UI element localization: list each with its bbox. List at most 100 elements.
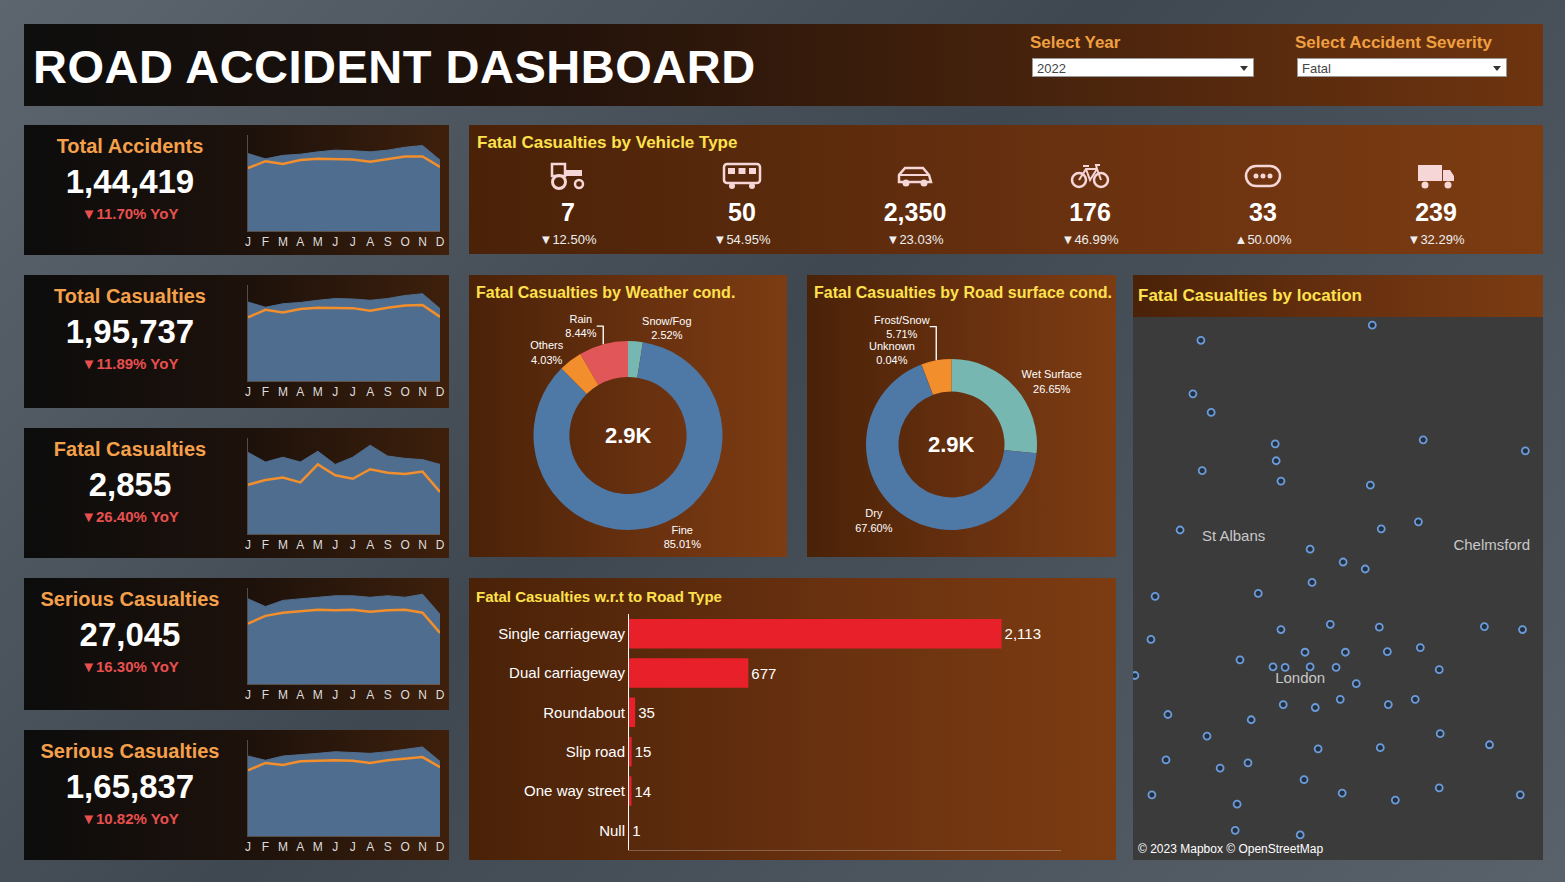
- svg-text:M: M: [278, 538, 288, 552]
- svg-text:M: M: [313, 385, 323, 399]
- svg-text:N: N: [418, 385, 427, 399]
- svg-text:S: S: [384, 235, 392, 249]
- html-text:239: 239: [1415, 198, 1457, 226]
- svg-text:Wet Surface26.65%: Wet Surface26.65%: [1022, 368, 1082, 394]
- svg-text:O: O: [400, 688, 409, 702]
- svg-text:A: A: [296, 840, 304, 854]
- svg-text:F: F: [262, 840, 269, 854]
- svg-text:Others4.03%: Others4.03%: [530, 339, 564, 365]
- html-text:50: 50: [728, 198, 756, 226]
- html-text:2,350: 2,350: [883, 198, 947, 226]
- svg-text:Single carriageway: Single carriageway: [498, 625, 625, 642]
- svg-text:S: S: [384, 385, 392, 399]
- svg-text:2.9K: 2.9K: [928, 432, 975, 457]
- svg-text:A: A: [366, 235, 374, 249]
- svg-text:N: N: [418, 538, 427, 552]
- html-text:Total Accidents: Total Accidents: [56, 135, 204, 157]
- svg-text:D: D: [436, 538, 445, 552]
- html-text:176: 176: [1069, 198, 1111, 226]
- html-text:1,44,419: 1,44,419: [65, 163, 195, 200]
- svg-text:14: 14: [634, 783, 651, 800]
- svg-text:D: D: [436, 840, 445, 854]
- html-text:1,65,837: 1,65,837: [65, 768, 195, 805]
- svg-text:J: J: [332, 385, 338, 399]
- svg-text:D: D: [436, 385, 445, 399]
- html-text:Serious Casualties: Serious Casualties: [40, 588, 220, 610]
- svg-text:J: J: [332, 235, 338, 249]
- svg-text:M: M: [278, 235, 288, 249]
- svg-text:F: F: [262, 538, 269, 552]
- svg-text:A: A: [296, 538, 304, 552]
- svg-text:London: London: [1275, 669, 1325, 686]
- svg-text:M: M: [278, 385, 288, 399]
- svg-text:One way street: One way street: [524, 782, 626, 799]
- svg-text:A: A: [296, 688, 304, 702]
- svg-text:M: M: [278, 688, 288, 702]
- svg-text:J: J: [245, 840, 251, 854]
- svg-text:N: N: [418, 235, 427, 249]
- svg-text:A: A: [366, 840, 374, 854]
- svg-text:D: D: [436, 235, 445, 249]
- svg-text:1: 1: [632, 822, 640, 839]
- svg-text:A: A: [296, 235, 304, 249]
- svg-text:A: A: [366, 385, 374, 399]
- svg-text:M: M: [313, 840, 323, 854]
- svg-text:J: J: [350, 538, 356, 552]
- svg-text:F: F: [262, 688, 269, 702]
- svg-text:O: O: [400, 235, 409, 249]
- html-text:2,855: 2,855: [88, 466, 172, 503]
- svg-text:J: J: [350, 688, 356, 702]
- svg-text:M: M: [278, 840, 288, 854]
- svg-text:Slip road: Slip road: [566, 743, 625, 760]
- svg-text:M: M: [313, 538, 323, 552]
- svg-text:Rain8.44%: Rain8.44%: [565, 313, 596, 339]
- svg-text:35: 35: [638, 704, 655, 721]
- svg-text:Frost/Snow5.71%: Frost/Snow5.71%: [874, 314, 930, 340]
- svg-text:Null: Null: [599, 822, 625, 839]
- svg-text:S: S: [384, 688, 392, 702]
- svg-text:S: S: [384, 538, 392, 552]
- html-text:Fatal Casualties: Fatal Casualties: [53, 438, 207, 460]
- svg-text:M: M: [313, 688, 323, 702]
- svg-text:N: N: [418, 840, 427, 854]
- svg-text:Dual carriageway: Dual carriageway: [509, 664, 625, 681]
- svg-text:Dry67.60%: Dry67.60%: [855, 507, 893, 533]
- html-text:1,95,737: 1,95,737: [65, 313, 195, 350]
- svg-text:M: M: [313, 235, 323, 249]
- svg-text:Chelmsford: Chelmsford: [1453, 536, 1530, 553]
- html-text:27,045: 27,045: [79, 616, 181, 653]
- svg-text:J: J: [350, 840, 356, 854]
- svg-text:A: A: [366, 538, 374, 552]
- svg-text:D: D: [436, 688, 445, 702]
- svg-text:Roundabout: Roundabout: [543, 704, 626, 721]
- svg-text:Snow/Fog2.52%: Snow/Fog2.52%: [642, 315, 692, 341]
- svg-text:2.9K: 2.9K: [605, 423, 652, 448]
- svg-text:A: A: [296, 385, 304, 399]
- svg-text:J: J: [245, 385, 251, 399]
- svg-text:O: O: [400, 840, 409, 854]
- svg-text:Unknown0.04%: Unknown0.04%: [869, 340, 915, 366]
- svg-text:J: J: [350, 235, 356, 249]
- svg-text:F: F: [262, 385, 269, 399]
- svg-text:J: J: [332, 688, 338, 702]
- svg-text:St Albans: St Albans: [1202, 527, 1265, 544]
- svg-text:J: J: [332, 538, 338, 552]
- html-text:33: 33: [1249, 198, 1277, 226]
- svg-text:N: N: [418, 688, 427, 702]
- html-text:ROAD ACCIDENT DASHBOARD: ROAD ACCIDENT DASHBOARD: [33, 40, 756, 93]
- svg-text:15: 15: [635, 743, 652, 760]
- svg-text:A: A: [366, 688, 374, 702]
- svg-text:F: F: [262, 235, 269, 249]
- svg-text:J: J: [245, 538, 251, 552]
- svg-text:J: J: [350, 385, 356, 399]
- svg-text:J: J: [245, 235, 251, 249]
- svg-text:677: 677: [751, 665, 776, 682]
- svg-text:O: O: [400, 538, 409, 552]
- svg-text:J: J: [332, 840, 338, 854]
- svg-text:O: O: [400, 385, 409, 399]
- svg-text:2,113: 2,113: [1005, 625, 1041, 642]
- svg-text:S: S: [384, 840, 392, 854]
- html-text:Total Casualties: Total Casualties: [54, 285, 206, 307]
- svg-text:Fine85.01%: Fine85.01%: [664, 524, 702, 550]
- svg-text:J: J: [245, 688, 251, 702]
